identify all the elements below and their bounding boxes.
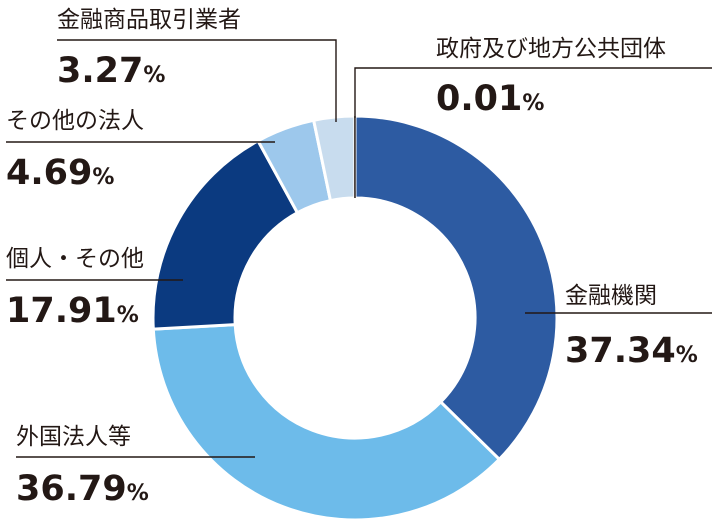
slice-value: 36.79%	[16, 469, 149, 509]
leader-government	[354, 67, 712, 118]
slice-value: 37.34%	[565, 331, 698, 371]
slice-value: 3.27%	[57, 51, 165, 91]
slice-label: 個人・その他	[6, 246, 144, 272]
label-other-corporations: その他の法人 4.69%	[6, 108, 144, 193]
slice-2	[151, 138, 300, 331]
leader-lines	[6, 39, 712, 458]
slice-label: 金融商品取引業者	[57, 7, 241, 33]
label-foreign-corporations: 外国法人等 36.79%	[16, 424, 149, 509]
label-securities-firms: 金融商品取引業者 3.27%	[57, 7, 241, 91]
leader-securities-firms	[57, 39, 337, 122]
label-individuals-other: 個人・その他 17.91%	[6, 246, 144, 331]
slice-label: 金融機関	[565, 283, 657, 309]
slice-value: 4.69%	[6, 153, 114, 193]
slice-label: その他の法人	[6, 108, 144, 134]
slice-label: 政府及び地方公共団体	[436, 36, 666, 62]
label-financial-institutions: 金融機関 37.34%	[565, 283, 698, 371]
slice-value: 17.91%	[6, 291, 139, 331]
slice-label: 外国法人等	[16, 424, 131, 450]
slice-0	[353, 114, 559, 462]
slice-value: 0.01%	[436, 79, 544, 119]
label-government: 政府及び地方公共団体 0.01%	[436, 36, 666, 119]
slices-group	[151, 114, 559, 522]
slice-1	[151, 323, 502, 522]
